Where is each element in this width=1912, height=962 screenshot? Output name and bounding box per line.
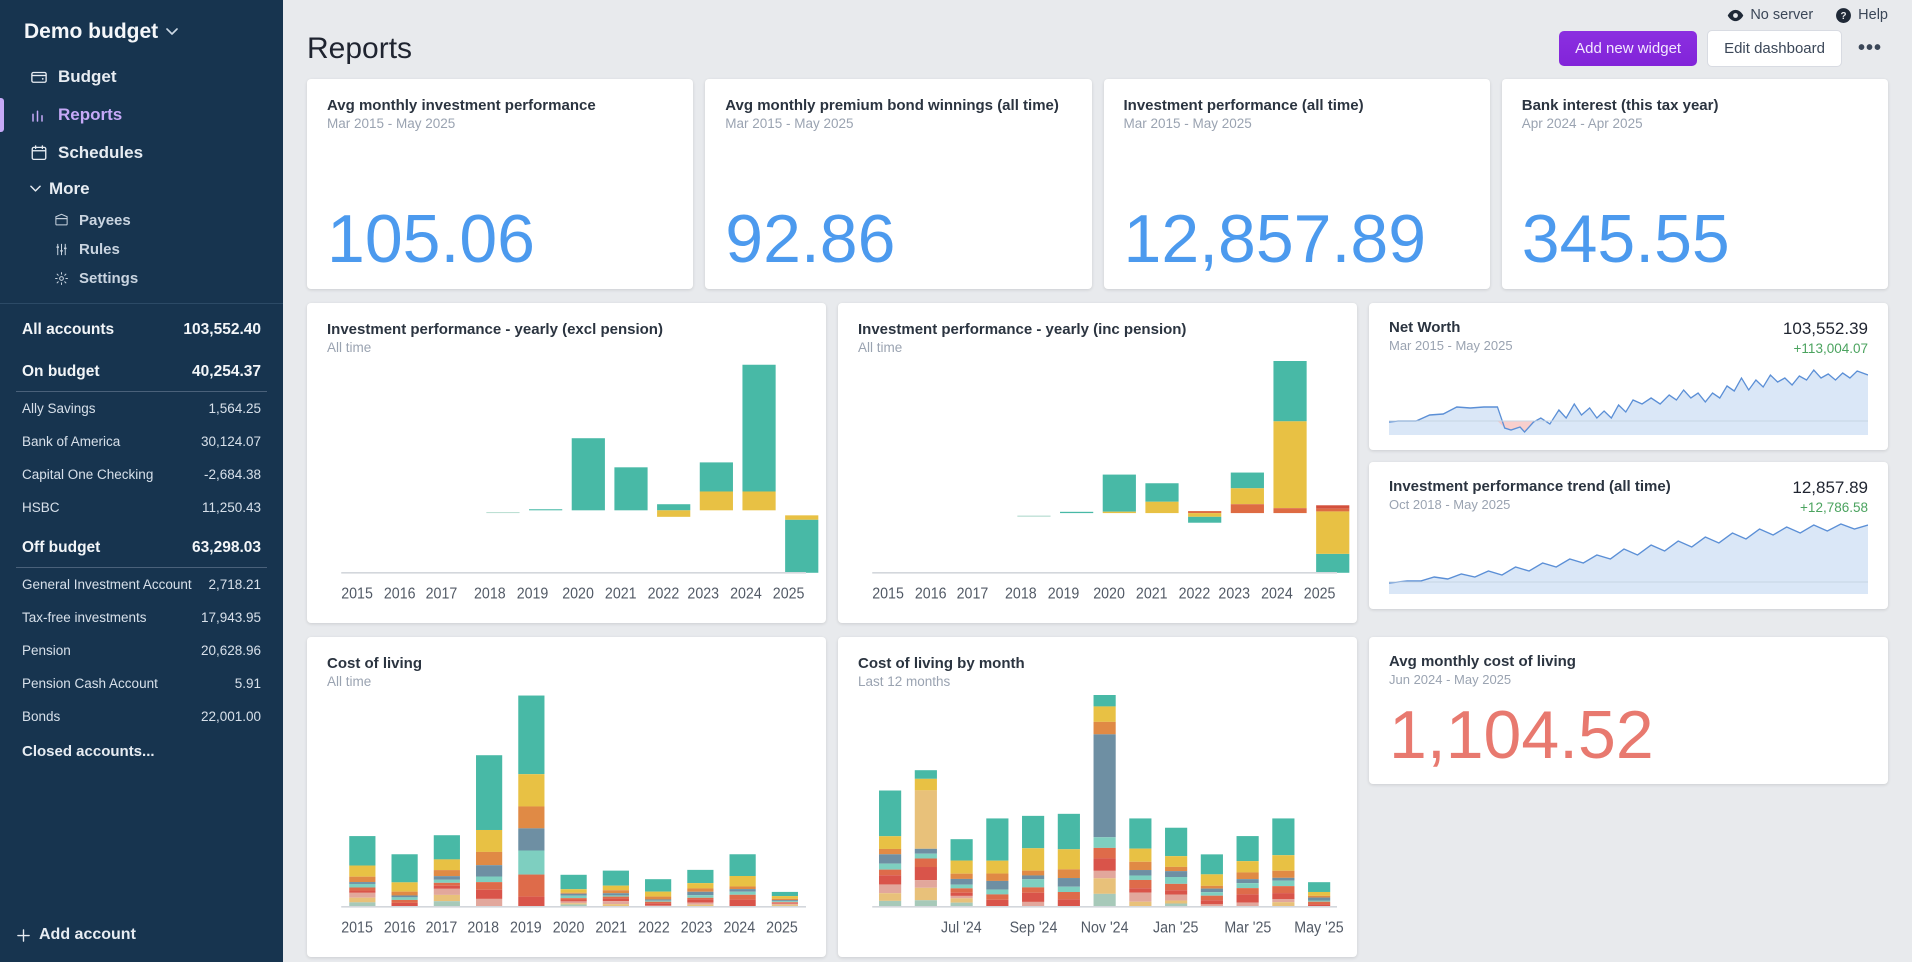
svg-text:Mar '25: Mar '25: [1224, 919, 1271, 937]
svg-text:2015: 2015: [341, 585, 373, 603]
svg-text:2017: 2017: [426, 585, 458, 603]
svg-text:Jul '24: Jul '24: [941, 919, 982, 937]
svg-text:2020: 2020: [1093, 585, 1125, 603]
svg-text:2022: 2022: [638, 919, 670, 937]
svg-text:2016: 2016: [384, 919, 416, 937]
svg-text:2015: 2015: [872, 585, 904, 603]
svg-text:2023: 2023: [687, 585, 719, 603]
svg-text:2015: 2015: [341, 919, 373, 937]
svg-text:2024: 2024: [730, 585, 762, 603]
svg-text:2018: 2018: [474, 585, 506, 603]
svg-text:2023: 2023: [1218, 585, 1250, 603]
svg-text:2024: 2024: [723, 919, 755, 937]
svg-text:2018: 2018: [467, 919, 499, 937]
svg-text:2016: 2016: [915, 585, 947, 603]
svg-text:2024: 2024: [1261, 585, 1293, 603]
svg-text:?: ?: [1841, 11, 1847, 22]
svg-text:2021: 2021: [595, 919, 627, 937]
svg-text:2025: 2025: [1304, 585, 1336, 603]
svg-text:2017: 2017: [957, 585, 989, 603]
svg-text:2019: 2019: [517, 585, 549, 603]
svg-text:Jan '25: Jan '25: [1153, 919, 1198, 937]
svg-text:2021: 2021: [605, 585, 637, 603]
svg-text:2021: 2021: [1136, 585, 1168, 603]
svg-text:2018: 2018: [1005, 585, 1037, 603]
svg-text:2025: 2025: [766, 919, 798, 937]
svg-text:Sep '24: Sep '24: [1010, 919, 1058, 937]
svg-text:2019: 2019: [1048, 585, 1080, 603]
svg-text:2020: 2020: [562, 585, 594, 603]
svg-text:2022: 2022: [648, 585, 680, 603]
svg-text:2017: 2017: [426, 919, 458, 937]
svg-text:Nov '24: Nov '24: [1081, 919, 1129, 937]
svg-text:2025: 2025: [773, 585, 805, 603]
svg-text:2020: 2020: [553, 919, 585, 937]
svg-text:May '25: May '25: [1294, 919, 1343, 937]
svg-text:2019: 2019: [510, 919, 542, 937]
svg-text:2022: 2022: [1179, 585, 1211, 603]
svg-text:2023: 2023: [681, 919, 713, 937]
svg-text:2016: 2016: [384, 585, 416, 603]
